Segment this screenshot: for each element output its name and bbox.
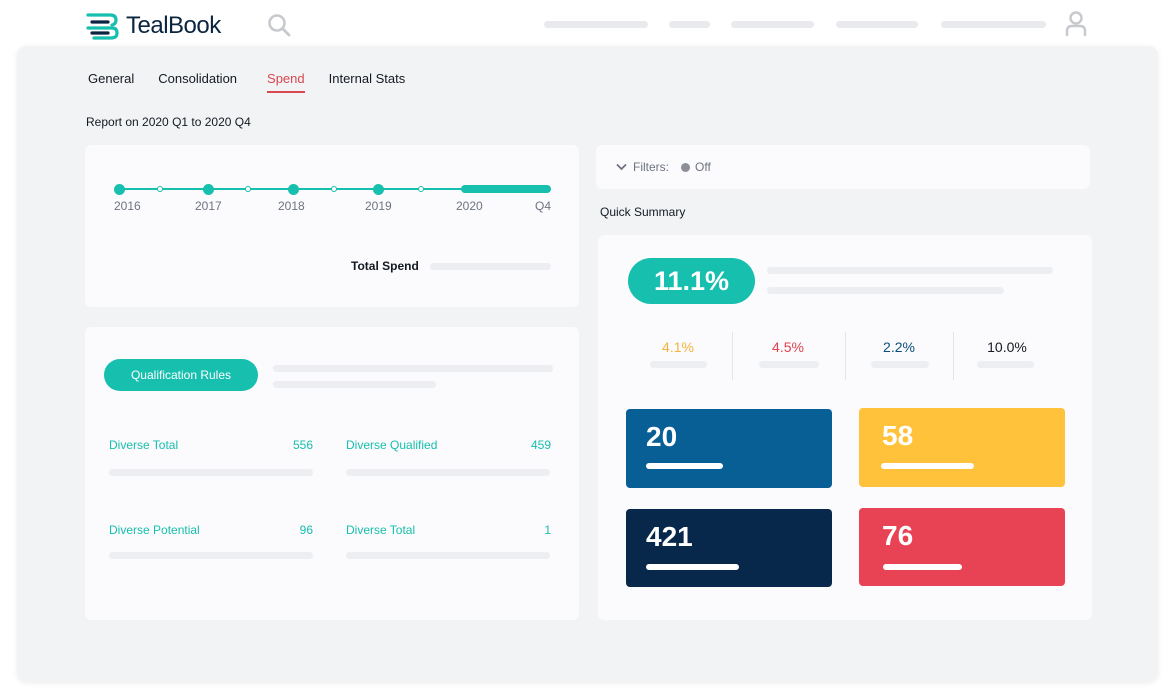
summary-tile-value: 76 xyxy=(882,520,914,551)
summary-tile[interactable]: 58 xyxy=(859,408,1065,487)
stat-bar-placeholder xyxy=(346,469,550,476)
stat-value-diverse-total-2: 1 xyxy=(544,523,551,537)
timeline-midpoint[interactable] xyxy=(418,186,424,192)
stat-bar-placeholder xyxy=(109,469,313,476)
logo-text: TealBook xyxy=(126,12,221,39)
search-icon[interactable] xyxy=(266,12,292,38)
timeline-end-label: Q4 xyxy=(535,199,552,213)
nav-placeholder[interactable] xyxy=(836,21,918,28)
timeline-dot-2017[interactable] xyxy=(203,183,214,195)
text-placeholder xyxy=(767,267,1053,274)
percentage-stat: 10.0% xyxy=(987,339,1027,355)
nav-placeholder[interactable] xyxy=(731,21,814,28)
percentage-stat: 4.5% xyxy=(772,339,804,355)
headline-percentage: 11.1% xyxy=(628,258,755,304)
timeline-year-label: 2017 xyxy=(195,199,222,213)
stat-bar-placeholder xyxy=(109,552,313,559)
divider xyxy=(732,332,733,380)
filters-label: Filters: xyxy=(633,160,669,174)
timeline-card xyxy=(85,145,579,307)
summary-tile-value: 20 xyxy=(646,421,678,452)
percentage-stat: 4.1% xyxy=(662,339,694,355)
tealbook-logo-icon xyxy=(86,11,120,41)
user-icon[interactable] xyxy=(1064,10,1088,38)
text-placeholder xyxy=(767,287,1004,294)
filter-status-dot xyxy=(681,162,690,172)
timeline-year-label: 2020 xyxy=(456,199,483,213)
summary-tile-value: 58 xyxy=(882,420,914,451)
stat-label-diverse-qualified: Diverse Qualified xyxy=(346,438,438,452)
stat-value-diverse-potential: 96 xyxy=(299,523,313,537)
summary-tile-value: 421 xyxy=(646,521,693,552)
nav-placeholder[interactable] xyxy=(941,21,1046,28)
nav-placeholder[interactable] xyxy=(669,21,710,28)
percentage-placeholder xyxy=(871,361,929,368)
stat-value-diverse-qualified: 459 xyxy=(530,438,551,452)
timeline-track xyxy=(119,188,479,190)
timeline-selected-range[interactable] xyxy=(461,185,551,193)
total-spend-label: Total Spend xyxy=(351,259,419,273)
timeline-year-label: 2016 xyxy=(114,199,141,213)
percentage-placeholder xyxy=(759,361,819,368)
tab-general[interactable]: General xyxy=(88,71,135,86)
timeline-midpoint[interactable] xyxy=(245,186,251,192)
percentage-stat: 2.2% xyxy=(883,339,915,355)
timeline-midpoint[interactable] xyxy=(331,186,337,192)
tab-consolidation[interactable]: Consolidation xyxy=(158,71,238,86)
filters-toggle[interactable]: Filters: Off xyxy=(616,160,711,174)
quick-summary-title: Quick Summary xyxy=(600,205,686,219)
divider xyxy=(953,332,954,380)
timeline-dot-2016[interactable] xyxy=(114,183,125,195)
tab-internal-stats[interactable]: Internal Stats xyxy=(328,71,406,86)
stat-label-diverse-total-2: Diverse Total xyxy=(346,523,416,537)
timeline-dot-2019[interactable] xyxy=(373,183,384,195)
chevron-down-icon xyxy=(616,160,627,174)
filters-bar xyxy=(596,145,1090,189)
tab-bar: General Consolidation Spend Internal Sta… xyxy=(88,71,429,93)
timeline-year-label: 2019 xyxy=(365,199,392,213)
stat-value-diverse-total: 556 xyxy=(292,438,313,452)
total-spend-placeholder xyxy=(430,263,551,270)
summary-tile[interactable]: 20 xyxy=(626,409,832,488)
percentage-placeholder xyxy=(977,361,1034,368)
logo[interactable]: TealBook xyxy=(86,10,221,42)
summary-tile-bar xyxy=(646,564,739,570)
percentage-placeholder xyxy=(650,361,707,368)
text-placeholder xyxy=(273,381,436,388)
qualification-rules-button[interactable]: Qualification Rules xyxy=(104,359,258,391)
stat-label-diverse-total: Diverse Total xyxy=(109,438,179,452)
report-period-label: Report on 2020 Q1 to 2020 Q4 xyxy=(86,115,251,129)
divider xyxy=(845,332,846,380)
summary-tile[interactable]: 76 xyxy=(859,508,1065,586)
stat-label-diverse-potential: Diverse Potential xyxy=(109,523,200,537)
timeline-year-label: 2018 xyxy=(278,199,305,213)
tab-spend[interactable]: Spend xyxy=(267,71,305,93)
summary-tile-bar xyxy=(883,564,962,570)
timeline-midpoint[interactable] xyxy=(157,186,163,192)
summary-tile[interactable]: 421 xyxy=(626,509,832,587)
summary-tile-bar xyxy=(881,463,974,469)
text-placeholder xyxy=(273,365,553,372)
timeline-dot-2018[interactable] xyxy=(288,183,299,195)
top-bar: TealBook xyxy=(0,0,1172,48)
summary-tile-bar xyxy=(646,463,723,469)
nav-placeholder[interactable] xyxy=(544,21,648,28)
filters-state: Off xyxy=(695,160,711,174)
stat-bar-placeholder xyxy=(346,552,550,559)
